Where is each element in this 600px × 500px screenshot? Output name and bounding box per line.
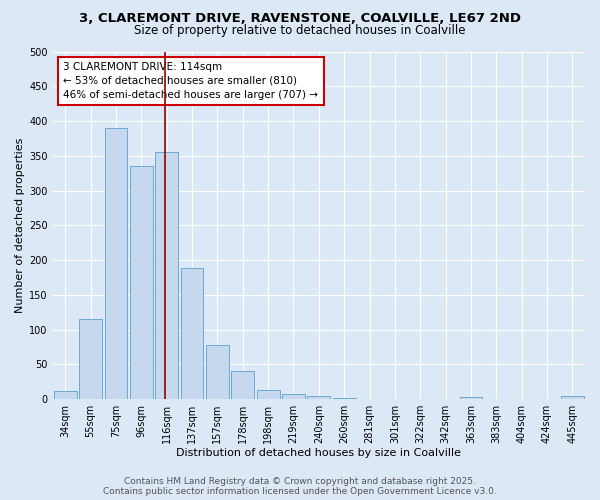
Bar (282, 394, 305, 399)
Bar (333, 398, 356, 399)
Bar (130, 166, 153, 399)
Bar (104, 128, 127, 399)
Bar (307, 396, 330, 399)
Text: 3, CLAREMONT DRIVE, RAVENSTONE, COALVILLE, LE67 2ND: 3, CLAREMONT DRIVE, RAVENSTONE, COALVILL… (79, 12, 521, 26)
Bar (79, 319, 102, 399)
Bar (181, 268, 203, 399)
Bar (206, 345, 229, 399)
Bar (561, 396, 584, 399)
Bar (54, 392, 77, 399)
Text: Contains HM Land Registry data © Crown copyright and database right 2025.
Contai: Contains HM Land Registry data © Crown c… (103, 476, 497, 496)
Bar (232, 372, 254, 399)
Text: Size of property relative to detached houses in Coalville: Size of property relative to detached ho… (134, 24, 466, 37)
X-axis label: Distribution of detached houses by size in Coalville: Distribution of detached houses by size … (176, 448, 461, 458)
Text: 3 CLAREMONT DRIVE: 114sqm
← 53% of detached houses are smaller (810)
46% of semi: 3 CLAREMONT DRIVE: 114sqm ← 53% of detac… (63, 62, 318, 100)
Y-axis label: Number of detached properties: Number of detached properties (15, 138, 25, 313)
Bar (257, 390, 280, 399)
Bar (155, 152, 178, 399)
Bar (460, 397, 482, 399)
